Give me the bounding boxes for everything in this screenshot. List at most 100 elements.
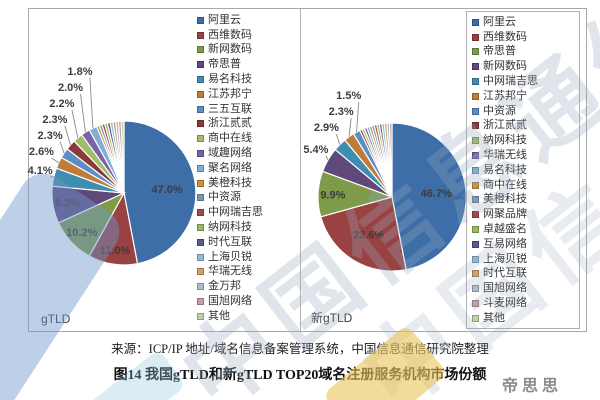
legend-label: 斗麦网络 <box>483 297 527 310</box>
legend-label: 中资源 <box>483 104 516 117</box>
legend-label: 江苏邦宁 <box>483 89 527 102</box>
label-leader-line <box>325 155 329 161</box>
label-leader-line <box>80 93 86 133</box>
legend-label: 阿里云 <box>208 13 241 26</box>
pie-chart-new-gtld: 46.7% 23.6% 9.9% 5.4% 2.9% 2.3% 1.5% <box>303 90 467 272</box>
legend-swatch <box>197 194 204 202</box>
pie-slice <box>123 120 197 265</box>
label-leader-line <box>348 118 352 137</box>
legend-item: 新网数码 <box>197 43 297 58</box>
legend-swatch <box>197 179 204 187</box>
legend-item: 西维数码 <box>472 30 579 45</box>
legend-item: 江苏邦宁 <box>472 89 579 104</box>
label-leader-line <box>59 141 65 154</box>
legend-swatch <box>472 107 479 115</box>
legend-label: 金万邦 <box>208 280 241 293</box>
legend-item: 纳网科技 <box>472 133 579 148</box>
legend-item: 中网瑞吉思 <box>197 205 297 220</box>
label-leader-line <box>64 125 71 146</box>
legend-swatch <box>472 92 479 100</box>
legend-swatch <box>472 18 479 26</box>
legend-label: 华瑞无线 <box>483 149 527 162</box>
chart-area: 47.0% 11.0% 10.2% 8.3% 4.1% 2.6% 2.3% 2.3% 2.2% 2… <box>28 8 587 332</box>
legend-swatch <box>197 76 204 84</box>
legend-swatch <box>472 33 479 41</box>
legend-label: 互易网络 <box>483 237 527 250</box>
legend-new-gtld: 阿里云 西维数码 帝思普 新网数码 中网瑞吉思 江苏邦宁 中资源 浙江贰贰 纳网科技 华瑞无线 易名… <box>466 11 580 329</box>
pie-slice <box>391 122 467 271</box>
label-leader-line <box>356 102 360 133</box>
legend-swatch <box>472 285 479 293</box>
legend-swatch <box>472 48 479 56</box>
pie-slice <box>120 120 125 194</box>
legend-swatch <box>472 226 479 234</box>
pie-percent-label: 5.4% <box>303 144 328 156</box>
legend-item: 西维数码 <box>197 28 297 43</box>
legend-item: 域趣网络 <box>197 146 297 161</box>
legend-swatch <box>197 312 204 320</box>
pie-percent-label: 1.8% <box>67 66 92 78</box>
legend-label: 新网数码 <box>208 43 252 56</box>
legend-label: 中网瑞吉思 <box>483 75 538 88</box>
legend-label: 上海贝锐 <box>483 252 527 265</box>
legend-label: 国旭网络 <box>208 295 252 308</box>
legend-item: 国旭网络 <box>197 294 297 309</box>
legend-swatch <box>197 61 204 69</box>
legend-label: 中网瑞吉思 <box>208 206 263 219</box>
pie-slice <box>388 122 393 198</box>
legend-label: 域趣网络 <box>208 147 252 160</box>
legend-item: 上海贝锐 <box>472 252 579 267</box>
legend-swatch <box>472 240 479 248</box>
legend-label: 三五互联 <box>208 102 252 115</box>
panel-divider <box>300 9 301 331</box>
legend-label: 国旭网络 <box>483 282 527 295</box>
legend-swatch <box>472 255 479 263</box>
watermark-yellow-shape <box>322 324 448 400</box>
legend-item: 纳网科技 <box>197 220 297 235</box>
legend-item: 阿里云 <box>472 15 579 30</box>
legend-label: 帝思普 <box>483 45 516 58</box>
pie-percent-label: 8.3% <box>55 198 80 210</box>
pie-percent-label: 4.1% <box>28 165 53 177</box>
legend-label: 华瑞无线 <box>208 265 252 278</box>
legend-swatch <box>197 16 204 24</box>
pie-percent-label: 23.6% <box>353 230 384 242</box>
legend-item: 时代互联 <box>197 235 297 250</box>
legend-item: 浙江贰贰 <box>197 117 297 132</box>
legend-label: 网聚品牌 <box>483 208 527 221</box>
legend-label: 时代互联 <box>208 235 252 248</box>
legend-label: 西维数码 <box>208 28 252 41</box>
legend-item: 国旭网络 <box>472 281 579 296</box>
legend-item: 卓越盛名 <box>472 222 579 237</box>
legend-label: 易名科技 <box>483 163 527 176</box>
legend-label: 纳网科技 <box>483 134 527 147</box>
legend-item: 华瑞无线 <box>197 265 297 280</box>
pie-percent-label: 2.6% <box>29 146 54 158</box>
legend-swatch <box>197 253 204 261</box>
legend-item: 上海贝锐 <box>197 250 297 265</box>
legend-item: 美橙科技 <box>197 176 297 191</box>
legend-swatch <box>472 181 479 189</box>
pie-percent-label: 47.0% <box>151 184 182 196</box>
pie-percent-label: 2.2% <box>49 98 74 110</box>
pie-percent-label: 2.3% <box>38 130 63 142</box>
legend-label: 新网数码 <box>483 60 527 73</box>
legend-swatch <box>472 211 479 219</box>
pie-percent-label: 2.3% <box>42 114 67 126</box>
label-leader-line <box>51 157 59 164</box>
legend-gtld: 阿里云 西维数码 新网数码 帝思普 易名科技 江苏邦宁 三五互联 浙江贰贰 商中在线 域趣网络 聚名… <box>197 13 297 324</box>
pie-percent-label: 10.2% <box>66 227 97 239</box>
legend-label: 阿里云 <box>483 15 516 28</box>
label-leader-line <box>71 109 79 138</box>
legend-swatch <box>472 63 479 71</box>
pie-percent-label: 2.3% <box>329 106 354 118</box>
figure-caption: 图14 我国gTLD和新gTLD TOP20域名注册服务机构市场份额 <box>113 368 487 383</box>
legend-swatch <box>472 166 479 174</box>
legend-swatch <box>197 150 204 158</box>
legend-item: 商中在线 <box>472 178 579 193</box>
legend-item: 时代互联 <box>472 267 579 282</box>
legend-label: 美橙科技 <box>483 193 527 206</box>
legend-item: 帝思普 <box>197 57 297 72</box>
legend-item: 江苏邦宁 <box>197 87 297 102</box>
